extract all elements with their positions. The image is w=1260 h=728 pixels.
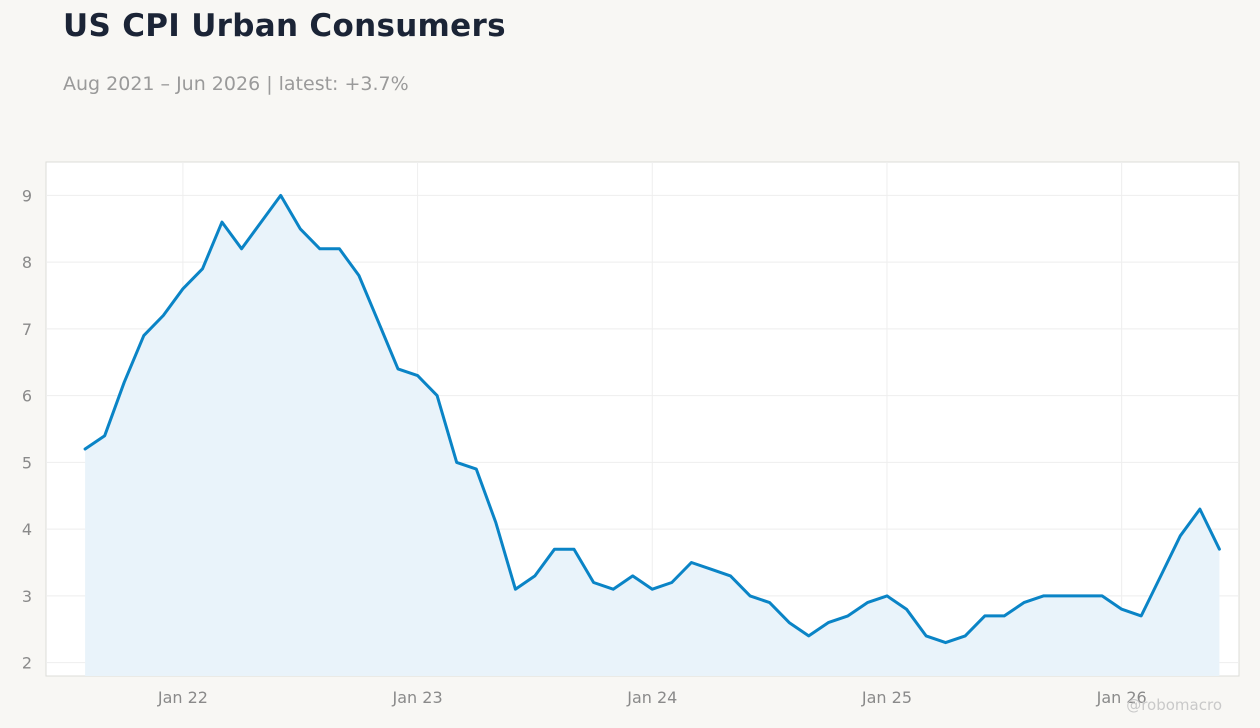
chart-subtitle: Aug 2021 – Jun 2026 | latest: +3.7% — [63, 73, 409, 95]
data-point — [729, 574, 733, 578]
data-point — [494, 521, 498, 525]
y-axis-ticks: 2 3 4 5 6 7 8 9 — [22, 186, 32, 672]
data-point — [1139, 614, 1143, 618]
data-point — [161, 314, 165, 318]
data-point — [1100, 594, 1104, 598]
data-point — [1178, 534, 1182, 538]
y-tick-label: 9 — [22, 186, 32, 205]
data-point — [689, 561, 693, 565]
data-point — [396, 367, 400, 371]
y-tick-label: 8 — [22, 253, 32, 272]
data-point — [1061, 594, 1065, 598]
x-tick-label: Jan 22 — [157, 688, 208, 707]
x-tick-label: Jan 26 — [1096, 688, 1147, 707]
data-point — [1002, 614, 1006, 618]
data-point — [709, 567, 713, 571]
data-point — [83, 447, 87, 451]
data-point — [337, 247, 341, 251]
series-area — [85, 195, 1220, 676]
data-point — [983, 614, 987, 618]
y-tick-label: 6 — [22, 387, 32, 406]
data-point — [748, 594, 752, 598]
data-point — [592, 581, 596, 585]
data-point — [474, 467, 478, 471]
data-point — [924, 634, 928, 638]
data-point — [513, 587, 517, 591]
data-point — [768, 601, 772, 605]
data-point — [1198, 507, 1202, 511]
data-point — [201, 267, 205, 271]
data-point — [220, 220, 224, 224]
data-point — [1159, 574, 1163, 578]
data-point — [1081, 594, 1085, 598]
x-tick-label: Jan 23 — [392, 688, 443, 707]
data-point — [846, 614, 850, 618]
data-point — [631, 574, 635, 578]
data-point — [807, 634, 811, 638]
x-axis-ticks: Jan 22 Jan 23 Jan 24 Jan 25 Jan 26 — [157, 688, 1147, 707]
data-point — [885, 594, 889, 598]
data-point — [553, 547, 557, 551]
data-point — [1217, 547, 1221, 551]
data-point — [181, 287, 185, 291]
data-point — [279, 193, 283, 197]
y-tick-label: 7 — [22, 320, 32, 339]
data-point — [318, 247, 322, 251]
data-point — [963, 634, 967, 638]
data-point — [533, 574, 537, 578]
y-tick-label: 3 — [22, 587, 32, 606]
data-point — [455, 460, 459, 464]
data-point — [435, 394, 439, 398]
data-point — [787, 621, 791, 625]
data-point — [122, 380, 126, 384]
series-line — [83, 193, 1221, 645]
data-point — [944, 641, 948, 645]
data-point — [240, 247, 244, 251]
data-point — [670, 581, 674, 585]
data-point — [1120, 607, 1124, 611]
data-point — [905, 607, 909, 611]
data-point — [1041, 594, 1045, 598]
y-tick-label: 4 — [22, 520, 32, 539]
x-tick-label: Jan 25 — [861, 688, 912, 707]
y-tick-label: 2 — [22, 654, 32, 673]
data-point — [259, 220, 263, 224]
data-point — [865, 601, 869, 605]
data-point — [1022, 601, 1026, 605]
data-point — [572, 547, 576, 551]
data-point — [650, 587, 654, 591]
data-point — [357, 274, 361, 278]
data-point — [826, 621, 830, 625]
data-point — [377, 320, 381, 324]
chart-title: US CPI Urban Consumers — [63, 8, 506, 44]
data-point — [298, 227, 302, 231]
watermark: @robomacro — [1126, 696, 1222, 714]
data-point — [103, 434, 107, 438]
data-point — [611, 587, 615, 591]
x-tick-label: Jan 24 — [626, 688, 677, 707]
data-point — [416, 374, 420, 378]
data-point — [142, 334, 146, 338]
y-tick-label: 5 — [22, 453, 32, 472]
